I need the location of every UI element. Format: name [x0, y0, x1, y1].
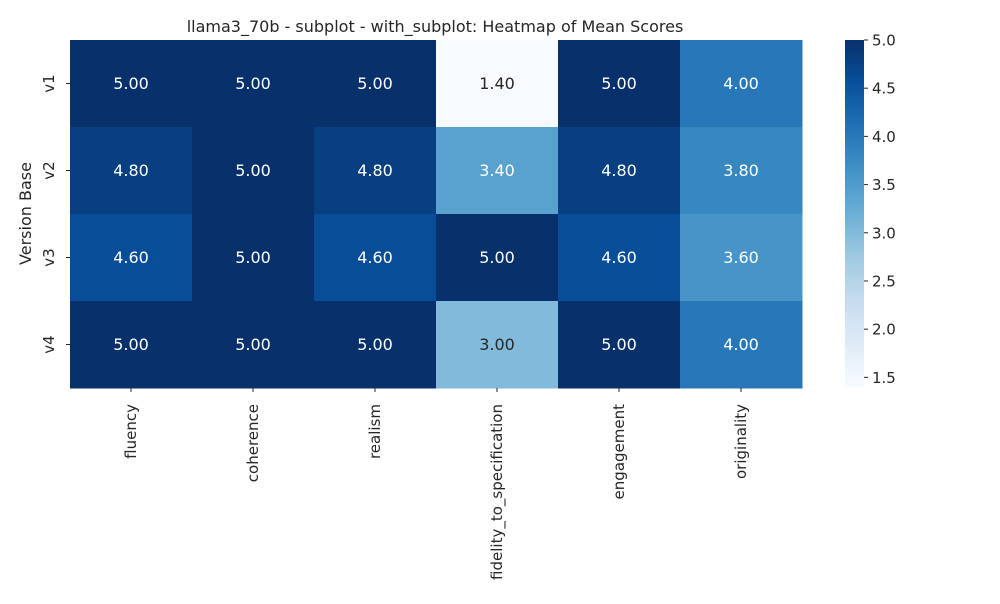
y-tick-label: v4: [40, 335, 58, 353]
heatmap-cell: [558, 127, 681, 215]
heatmap-cell: [558, 301, 681, 389]
cell-value-label: 5.00: [235, 335, 271, 354]
cell-value-label: 4.00: [723, 74, 759, 93]
heatmap-cell: [558, 40, 681, 128]
cell-value-label: 4.60: [357, 248, 393, 267]
cell-value-label: 5.00: [235, 161, 271, 180]
heatmap-cell: [314, 40, 437, 128]
cell-value-label: 3.00: [479, 335, 515, 354]
cell-value-label: 5.00: [113, 335, 149, 354]
cell-value-label: 5.00: [235, 248, 271, 267]
cell-value-label: 5.00: [357, 74, 393, 93]
heatmap-cell: [314, 214, 437, 302]
heatmap-cell: [192, 40, 315, 128]
heatmap-cell-labels: 5.00 5.00 5.00 1.40 5.00 4.00 4.80 5.00 4.80 3.40…: [113, 74, 759, 354]
colorbar-tick-label: 2.5: [872, 272, 896, 290]
heatmap-cell: [680, 214, 803, 302]
cell-value-label: 5.00: [235, 74, 271, 93]
cell-value-label: 4.80: [601, 161, 637, 180]
cell-value-label: 4.60: [601, 248, 637, 267]
colorbar-tick-label: 4.0: [872, 128, 896, 146]
x-tick-label: realism: [366, 404, 384, 459]
heatmap-cell: [558, 214, 681, 302]
heatmap-cell: [192, 301, 315, 389]
x-tick-label: originality: [732, 404, 750, 479]
heatmap-cell: [70, 127, 193, 215]
cell-value-label: 5.00: [479, 248, 515, 267]
y-tick-label: v1: [40, 74, 58, 92]
heatmap-cell: [70, 301, 193, 389]
heatmap-cell: [680, 127, 803, 215]
x-tick-label: fidelity_to_specification: [488, 404, 507, 580]
heatmap-cell: [70, 40, 193, 128]
heatmap-cell: [436, 301, 559, 389]
chart-title: llama3_70b - subplot - with_subplot: Hea…: [187, 17, 684, 37]
y-tick-label: v2: [40, 161, 58, 179]
colorbar: 1.5 2.0 2.5 3.0 3.5 4.0 4.5 5.0: [845, 32, 896, 387]
heatmap-cell: [192, 214, 315, 302]
colorbar-tick-label: 4.5: [872, 80, 896, 98]
heatmap-cell: [436, 40, 559, 128]
cell-value-label: 3.80: [723, 161, 759, 180]
cell-value-label: 4.00: [723, 335, 759, 354]
y-tick-label: v3: [40, 248, 58, 266]
colorbar-tick-label: 1.5: [872, 369, 896, 387]
cell-value-label: 5.00: [113, 74, 149, 93]
colorbar-tick-label: 5.0: [872, 32, 896, 50]
cell-value-label: 3.60: [723, 248, 759, 267]
cell-value-label: 5.00: [357, 335, 393, 354]
x-tick-label: coherence: [244, 404, 262, 482]
cell-value-label: 4.80: [357, 161, 393, 180]
heatmap-cell: [680, 40, 803, 128]
x-tick-labels: fluency coherence realism fidelity_to_speci…: [122, 388, 750, 580]
heatmap-cell: [314, 127, 437, 215]
colorbar-tick-label: 3.0: [872, 224, 896, 242]
colorbar-tick-label: 2.0: [872, 321, 896, 339]
heatmap-cell: [436, 214, 559, 302]
colorbar-gradient: [845, 40, 864, 387]
heatmap-cells: [70, 40, 803, 389]
x-tick-label: engagement: [610, 404, 628, 500]
cell-value-label: 1.40: [479, 74, 515, 93]
heatmap-cell: [436, 127, 559, 215]
heatmap-cell: [314, 301, 437, 389]
cell-value-label: 5.00: [601, 335, 637, 354]
cell-value-label: 5.00: [601, 74, 637, 93]
colorbar-tick-label: 3.5: [872, 176, 896, 194]
cell-value-label: 4.80: [113, 161, 149, 180]
cell-value-label: 4.60: [113, 248, 149, 267]
x-tick-label: fluency: [122, 404, 140, 459]
heatmap-cell: [680, 301, 803, 389]
heatmap-cell: [70, 214, 193, 302]
heatmap-cell: [192, 127, 315, 215]
cell-value-label: 3.40: [479, 161, 515, 180]
y-axis-label: Version Base: [16, 162, 35, 265]
y-tick-labels: v1 v2 v3 v4: [40, 74, 70, 354]
